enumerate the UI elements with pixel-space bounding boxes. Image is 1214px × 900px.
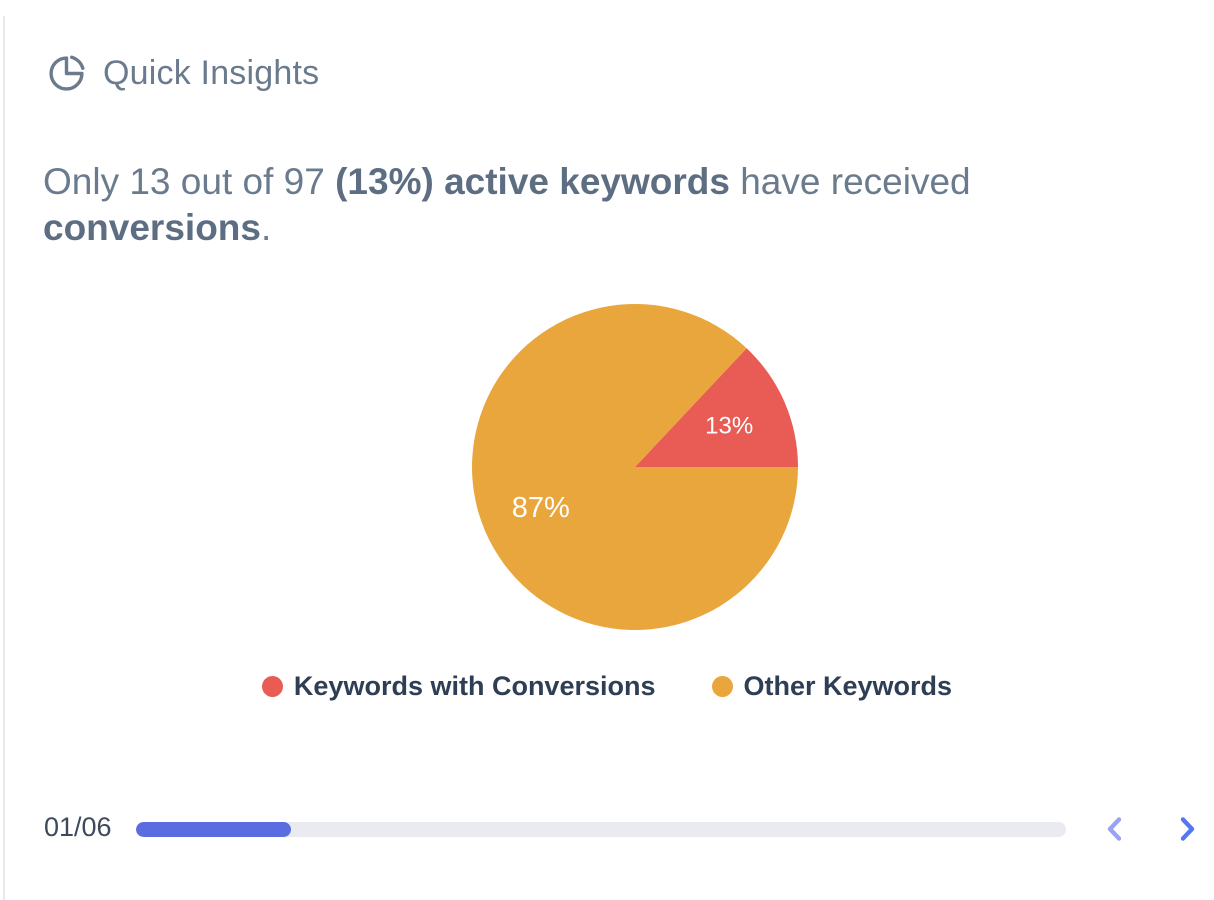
prev-page-button[interactable] xyxy=(1099,812,1133,846)
legend-item-keywords-with-conversions[interactable]: Keywords with Conversions xyxy=(261,671,656,702)
card-left-border xyxy=(3,16,5,900)
legend-dot-red-icon xyxy=(261,676,283,697)
pie-slice-label: 13% xyxy=(705,413,753,440)
pager-progress-track xyxy=(136,822,1066,837)
chart-legend: Keywords with Conversions Other Keywords xyxy=(0,671,1214,702)
chevron-left-icon xyxy=(1107,817,1122,841)
card-header: Quick Insights xyxy=(45,52,319,95)
insight-suffix: . xyxy=(260,206,272,248)
insight-highlight-keywords: (13%) active keywords xyxy=(335,161,730,202)
next-page-button[interactable] xyxy=(1169,812,1203,846)
insight-middle: have received xyxy=(729,161,971,202)
pie-slice-other-keywords[interactable] xyxy=(472,304,798,631)
chevron-right-icon xyxy=(1180,817,1195,841)
page-indicator: 01/06 xyxy=(44,812,112,842)
insight-prefix: Only 13 out of 97 xyxy=(43,161,336,202)
pie-slice-label: 87% xyxy=(512,492,570,524)
insight-text: Only 13 out of 97 (13%) active keywords … xyxy=(43,159,1148,251)
legend-label: Keywords with Conversions xyxy=(293,671,656,701)
card-title: Quick Insights xyxy=(103,54,320,92)
pager-progress-fill xyxy=(136,822,292,837)
pie-chart: 13% 87% xyxy=(465,297,805,637)
legend-item-other-keywords[interactable]: Other Keywords xyxy=(711,671,953,702)
pager: 01/06 xyxy=(0,800,1214,860)
legend-dot-orange-icon xyxy=(711,676,733,697)
pie-slice-conversions[interactable] xyxy=(635,348,798,467)
legend-label: Other Keywords xyxy=(743,671,953,701)
insight-highlight-conversions: conversions xyxy=(43,206,261,248)
pie-chart-icon xyxy=(45,52,88,95)
